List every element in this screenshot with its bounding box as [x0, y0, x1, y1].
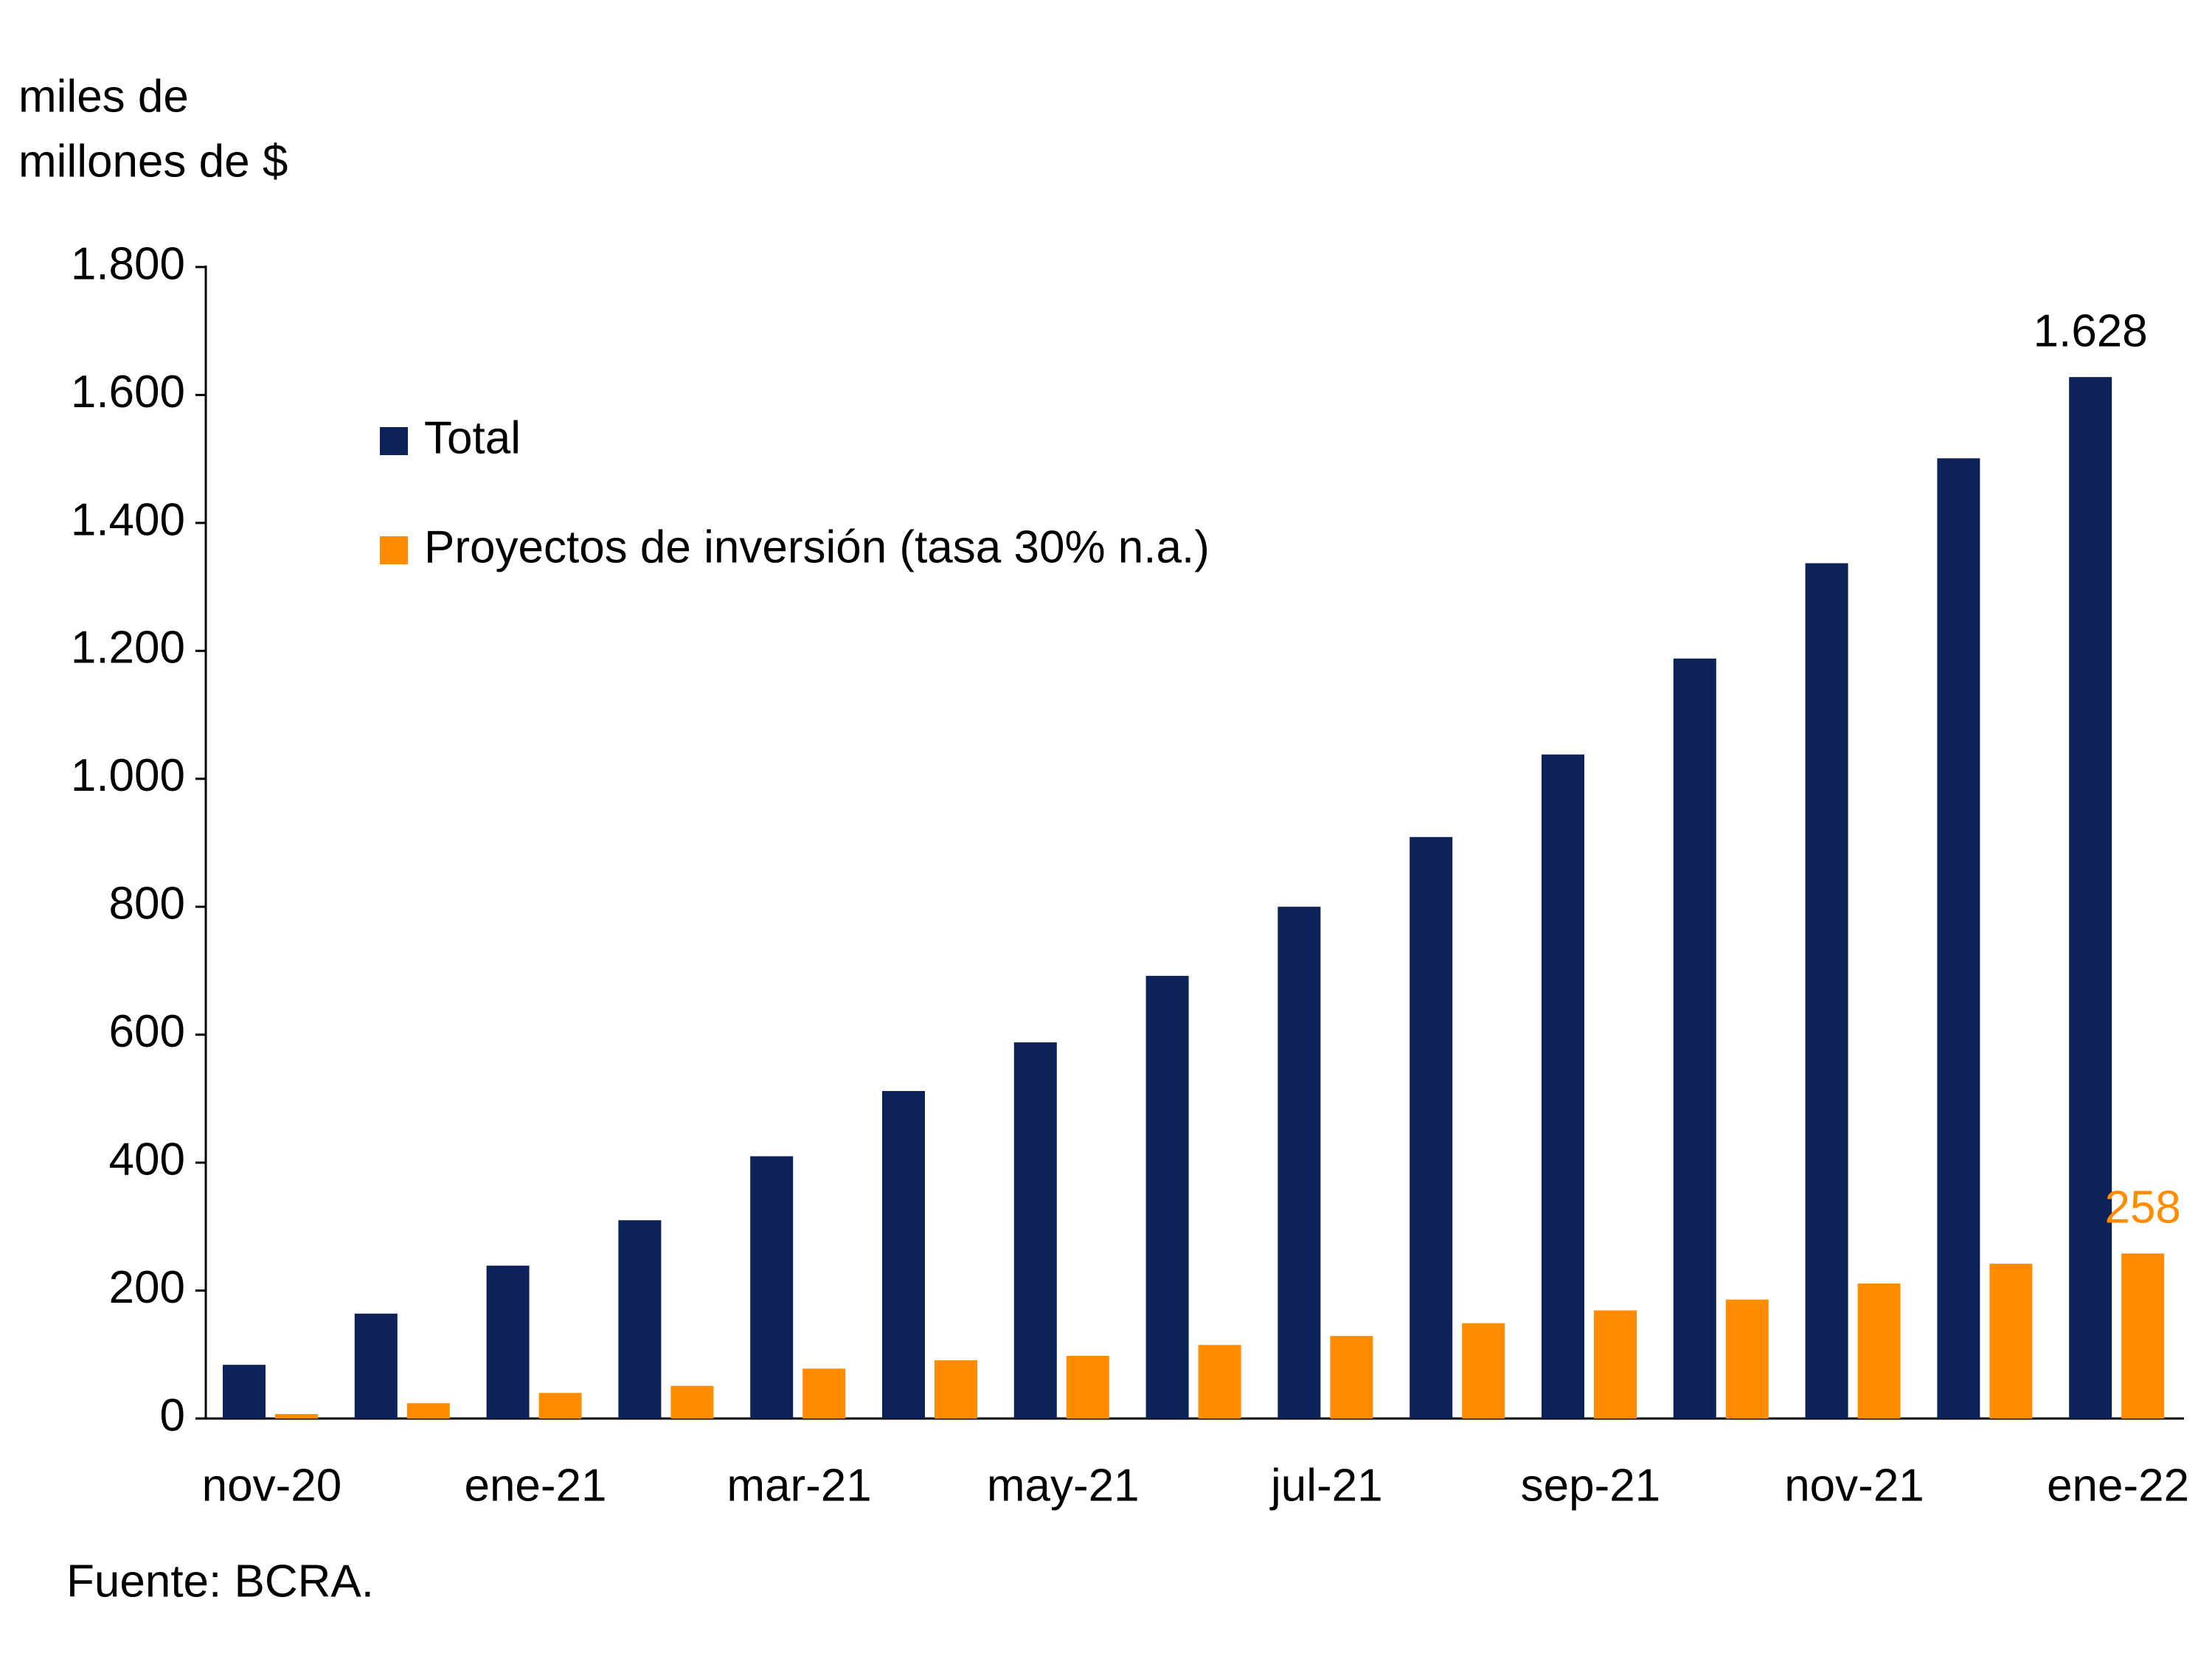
- source-note: Fuente: BCRA.: [66, 1556, 374, 1607]
- bar: [275, 1413, 318, 1419]
- bar: [882, 1090, 925, 1419]
- bar: [2121, 1253, 2165, 1419]
- bar: [354, 1313, 398, 1419]
- x-tick-label: ene-21: [464, 1460, 606, 1511]
- x-tick-label: nov-21: [1784, 1460, 1924, 1511]
- bar: [2069, 377, 2112, 1419]
- bar: [1145, 975, 1189, 1419]
- y-tick-label: 1.800: [71, 238, 185, 289]
- x-tick-label: may-21: [987, 1460, 1140, 1511]
- bar: [1805, 563, 1848, 1419]
- y-tick-label: 600: [109, 1006, 185, 1057]
- bar: [223, 1365, 266, 1419]
- y-tick-label: 200: [109, 1262, 185, 1313]
- bar: [1989, 1264, 2033, 1419]
- bar: [1198, 1345, 1241, 1419]
- bar: [1857, 1284, 1901, 1419]
- bar: [935, 1360, 977, 1419]
- bar: [1462, 1323, 1505, 1419]
- bar: [1066, 1356, 1109, 1419]
- bar: [1725, 1299, 1769, 1419]
- bar: [750, 1156, 794, 1419]
- y-tick-label: 1.600: [71, 367, 185, 418]
- x-tick-label: mar-21: [727, 1460, 871, 1511]
- legend-swatch: [380, 536, 408, 564]
- bar: [1277, 907, 1321, 1419]
- bar: [1937, 458, 1980, 1419]
- x-tick-label: sep-21: [1521, 1460, 1661, 1511]
- bar: [1013, 1042, 1057, 1419]
- bar: [1410, 837, 1453, 1419]
- bar: [1673, 658, 1716, 1419]
- legend-label: Total: [424, 412, 521, 463]
- bar: [618, 1220, 662, 1419]
- y-tick-label: 1.400: [71, 494, 185, 545]
- x-tick-label: jul-21: [1269, 1460, 1383, 1511]
- bar: [406, 1403, 450, 1419]
- y-tick-label: 400: [109, 1134, 185, 1185]
- x-tick-label: nov-20: [202, 1460, 342, 1511]
- y-axis-label: millones de $: [18, 136, 288, 187]
- bar: [1330, 1336, 1373, 1419]
- bar: [1594, 1310, 1637, 1419]
- bar: [1542, 754, 1584, 1419]
- bar: [486, 1265, 530, 1419]
- y-axis-label: miles de: [18, 71, 189, 122]
- x-tick-label: ene-22: [2047, 1460, 2189, 1511]
- y-tick-label: 0: [160, 1390, 185, 1441]
- bar: [802, 1368, 846, 1419]
- y-tick-label: 1.200: [71, 623, 185, 673]
- bar: [670, 1385, 714, 1419]
- legend-swatch: [380, 427, 408, 455]
- y-tick-label: 800: [109, 879, 185, 929]
- bar: [538, 1393, 582, 1419]
- value-label: 1.628: [2034, 306, 2148, 357]
- y-tick-label: 1.000: [71, 750, 185, 801]
- legend-label: Proyectos de inversión (tasa 30% n.a.): [424, 522, 1210, 572]
- value-label: 258: [2104, 1182, 2180, 1233]
